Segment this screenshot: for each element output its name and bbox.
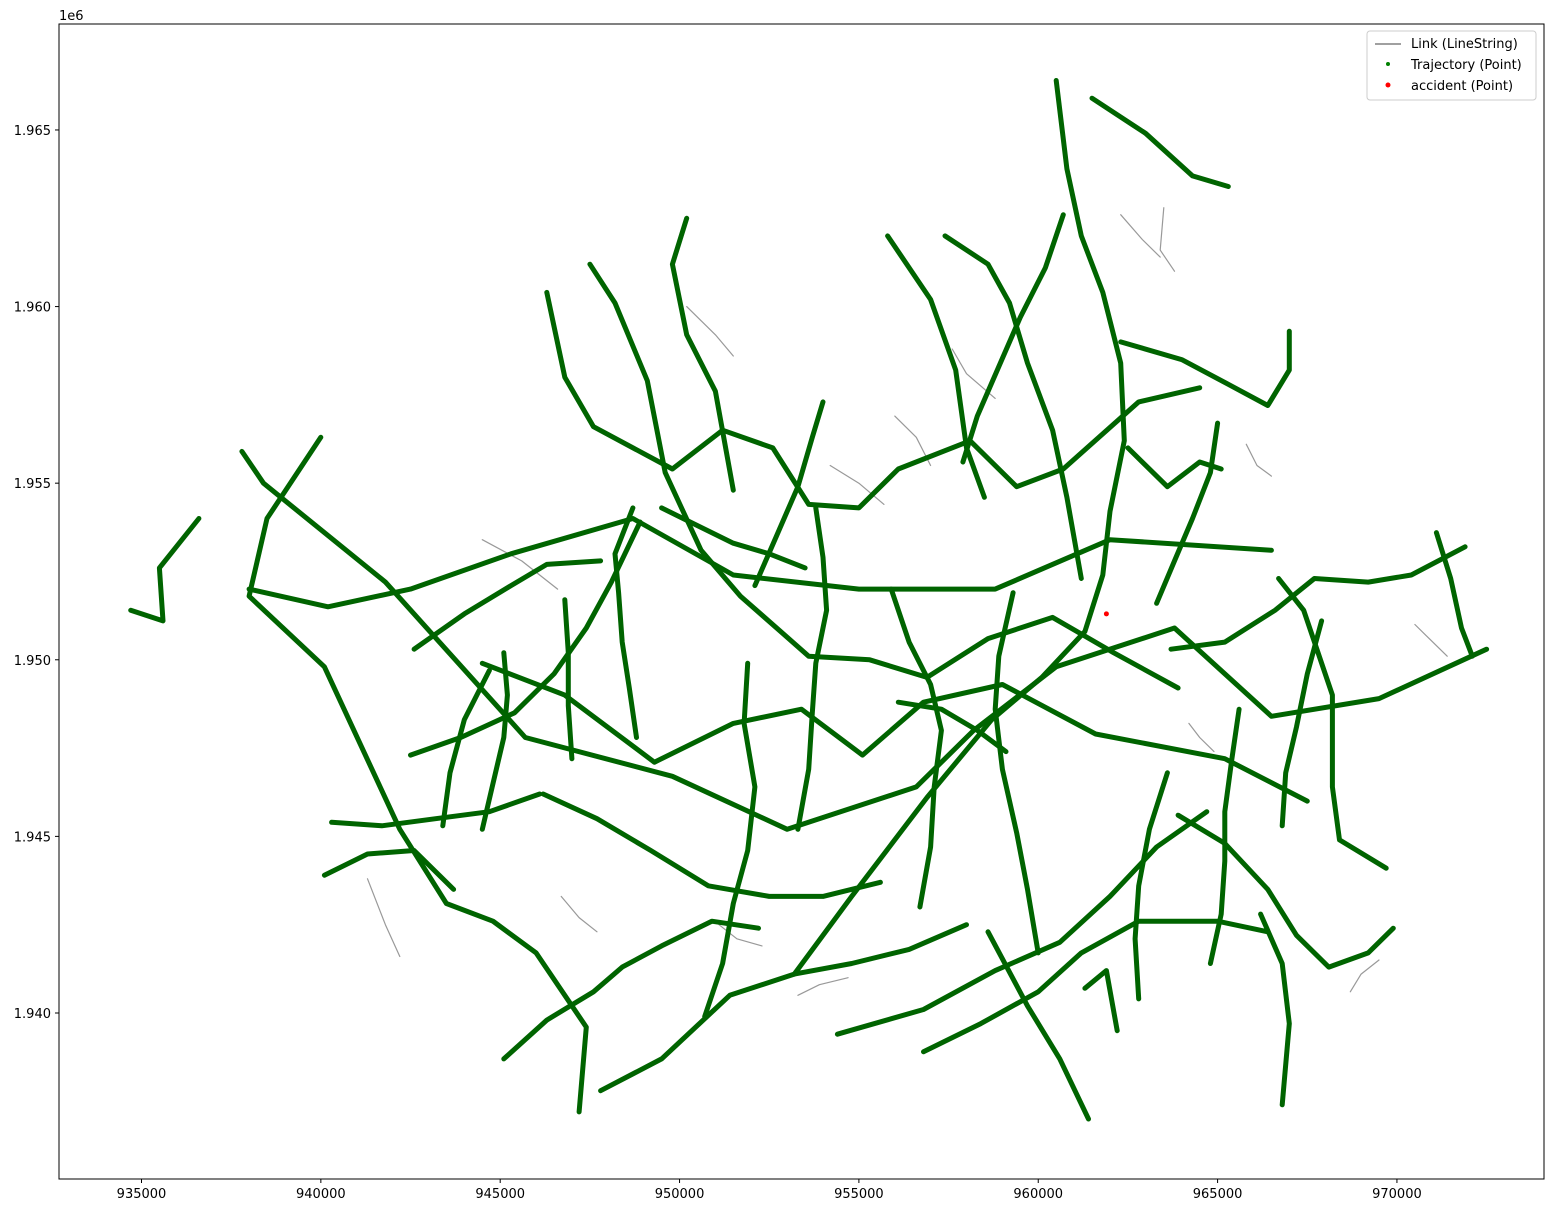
y-tick-label: 1.965: [14, 124, 51, 139]
trajectory-path-23: [501, 918, 761, 1062]
link-path-2: [829, 464, 885, 505]
x-tick-label: 940000: [296, 1187, 346, 1202]
trajectory-path-8: [791, 78, 1127, 977]
x-tick-label: 960000: [1013, 1187, 1063, 1202]
trajectory-path-31: [888, 586, 944, 910]
plot-lines: [128, 78, 1490, 1122]
trajectory-path-2: [246, 516, 1274, 610]
legend-marker-trajectory: [1386, 62, 1390, 66]
link-path-9: [1414, 623, 1448, 657]
trajectory-path-19: [834, 809, 1210, 1037]
y-tick-label: 1.955: [14, 477, 51, 492]
trajectory-path-40: [960, 212, 1066, 465]
trajectory-path-6: [587, 261, 1181, 691]
legend-marker-accident: [1385, 82, 1391, 88]
trajectory-path-45: [895, 699, 1009, 755]
legend-label-accident: accident (Point): [1411, 79, 1513, 94]
trajectory-path-32: [992, 590, 1041, 956]
link-path-13: [1349, 959, 1380, 993]
link-path-7: [1245, 443, 1273, 477]
link-path-6: [1159, 207, 1176, 272]
link-path-11: [797, 977, 849, 996]
trajectory-path-30: [411, 558, 604, 652]
link-path-0: [481, 539, 559, 590]
x-tick-label: 935000: [117, 1187, 167, 1202]
trajectory-path-17: [1433, 530, 1475, 659]
link-path-14: [560, 895, 598, 933]
link-path-12: [718, 924, 763, 947]
trajectory-path-29: [321, 848, 457, 892]
trajectory-path-4: [479, 660, 1310, 804]
accident-point-0: [1103, 611, 1109, 617]
x-tick-label: 945000: [475, 1187, 525, 1202]
trajectory-path-25: [985, 929, 1091, 1122]
y-tick-label: 1.945: [14, 830, 51, 845]
legend-label-trajectory: Trajectory (Point): [1410, 58, 1522, 73]
link-path-4: [951, 348, 996, 399]
trajectory-path-33: [1132, 770, 1170, 1002]
trajectory-path-38: [1207, 706, 1242, 966]
y-tick-label: 1.960: [14, 301, 51, 316]
link-path-5: [1120, 214, 1161, 258]
y-axis-offset-text: 1e6: [59, 9, 84, 24]
trajectory-path-22: [540, 791, 883, 899]
legend: Link (LineString) Trajectory (Point) acc…: [1366, 30, 1537, 101]
trajectory-path-28: [329, 791, 543, 829]
legend-box: [1366, 30, 1537, 101]
trajectory-path-41: [1154, 420, 1221, 606]
trajectory-path-3: [246, 434, 589, 1115]
y-tick-label: 1.950: [14, 654, 51, 669]
y-tick-label: 1.940: [14, 1007, 51, 1022]
x-axis-ticks: 935000 940000 945000 950000 955000 960000 9650…: [117, 1179, 1422, 1202]
trajectory-path-0: [128, 516, 202, 624]
trajectory-path-20: [1082, 968, 1120, 1034]
trajectory-path-1: [239, 448, 1490, 832]
link-path-1: [686, 306, 734, 357]
trajectory-path-34: [795, 505, 830, 832]
trajectory-path-15: [1168, 544, 1468, 652]
y-axis-ticks: 1.940 1.945 1.950 1.955 1.960 1.965: [14, 124, 59, 1022]
plot-points: [1103, 611, 1109, 617]
x-tick-label: 955000: [834, 1187, 884, 1202]
trajectory-path-12: [942, 233, 1084, 581]
link-path-8: [1188, 722, 1215, 753]
x-tick-label: 950000: [655, 1187, 705, 1202]
trajectory-path-9: [1089, 95, 1231, 189]
link-path-10: [366, 878, 401, 958]
trajectory-path-5: [544, 289, 1203, 511]
x-tick-label: 965000: [1193, 1187, 1243, 1202]
legend-label-link: Link (LineString): [1411, 37, 1518, 52]
trajectory-path-42: [440, 667, 492, 829]
trajectory-path-44: [659, 505, 808, 571]
trajectory-path-13: [885, 233, 987, 500]
trajectory-path-26: [702, 660, 758, 1019]
trajectory-path-7: [669, 215, 736, 493]
trajectory-path-21: [598, 922, 969, 1094]
x-tick-label: 970000: [1372, 1187, 1422, 1202]
trajectory-path-35: [612, 505, 639, 740]
trajectory-path-39: [1279, 618, 1325, 829]
trajectory-path-18: [1258, 911, 1292, 1108]
axes-frame: [58, 23, 1545, 1180]
trajectory-path-16: [1276, 576, 1389, 871]
trajectory-path-37: [562, 597, 575, 762]
trajectory-path-10: [1118, 328, 1292, 408]
trajectory-path-36: [479, 650, 510, 832]
